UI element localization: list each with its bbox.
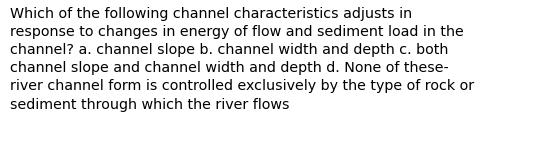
Text: Which of the following channel characteristics adjusts in
response to changes in: Which of the following channel character… <box>10 7 474 112</box>
